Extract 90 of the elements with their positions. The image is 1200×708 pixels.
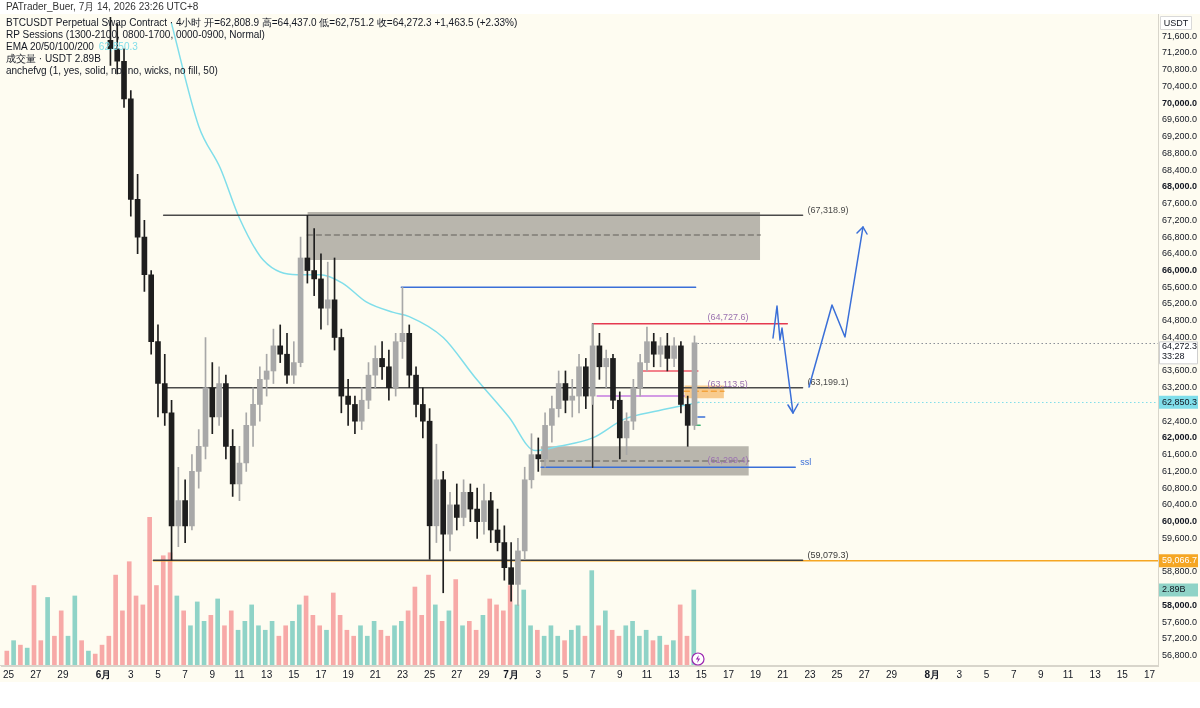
y-tick-label: 61,200.0 (1162, 465, 1198, 476)
x-tick-label: 5 (562, 668, 569, 680)
x-tick-label: 7 (182, 668, 189, 680)
x-tick-label: 9 (617, 668, 623, 680)
x-tick-label: 25 (831, 668, 844, 680)
x-tick-label: 29 (885, 668, 898, 680)
x-tick-label: 7月 (503, 668, 519, 680)
y-tick-label: 59,600.0 (1162, 532, 1198, 543)
y-tick-label: 67,600.0 (1162, 198, 1198, 209)
annotation: 成交量 · USDT 2.89B (6, 53, 102, 65)
x-tick-label: 13 (668, 668, 681, 680)
y-tick-label: 63,200.0 (1162, 382, 1198, 393)
x-tick-label: 3 (956, 668, 963, 680)
y-tick-label: 60,000.0 (1162, 516, 1198, 527)
y-tick-label: 66,400.0 (1162, 248, 1198, 259)
x-tick-label: 3 (128, 668, 135, 680)
y-tick-label: 58,000.0 (1162, 599, 1198, 610)
x-tick-label: 27 (451, 668, 463, 680)
x-tick-label: 7 (589, 668, 596, 680)
y-tick-label: 57,600.0 (1162, 616, 1198, 627)
y-tick-label: 69,200.0 (1162, 131, 1198, 142)
y-tick-label: 60,800.0 (1162, 482, 1198, 493)
x-tick-label: 25 (424, 668, 436, 680)
chart-title: PATrader_Buer, 7月 14, 2026 23:26 UTC+8 (6, 1, 199, 13)
x-tick-label: 21 (777, 668, 789, 680)
x-tick-label: 11 (641, 668, 653, 680)
y-tick-label: 70,000.0 (1162, 97, 1198, 108)
x-tick-label: 19 (342, 668, 355, 680)
x-tick-label: 15 (1116, 668, 1129, 680)
y-tick-label: 63,600.0 (1162, 365, 1198, 376)
y-tick-label: 61,600.0 (1162, 449, 1198, 460)
annotation: 64,272.3 33:28 (1162, 341, 1198, 362)
x-tick-label: 13 (261, 668, 273, 680)
x-tick-label: 15 (288, 668, 300, 680)
text: EMA 20/50/100/200 (6, 41, 94, 52)
y-tick-label: 62,400.0 (1162, 415, 1198, 426)
y-tick-label: 57,200.0 (1162, 633, 1198, 644)
x-tick-label: 7 (1010, 668, 1017, 680)
data-label: (67,318.9) (807, 204, 849, 215)
x-tick-label: 9 (1038, 668, 1045, 680)
x-tick-label: 17 (1143, 668, 1156, 680)
data-label: (59,079.3) (807, 549, 849, 560)
x-tick-label: 15 (695, 668, 708, 680)
x-tick-label: 17 (722, 668, 735, 680)
y-tick-label: 69,600.0 (1162, 114, 1198, 125)
x-tick-label: 25 (3, 668, 15, 680)
y-tick-label: 60,400.0 (1162, 499, 1198, 510)
y-tick-label: 64,800.0 (1162, 315, 1198, 326)
y-tick-label: 64,400.0 (1162, 331, 1198, 342)
y-tick-label: 65,600.0 (1162, 281, 1198, 292)
data-label: 59,066.7 (1162, 555, 1198, 566)
data-label: (64,727.6) (707, 311, 749, 322)
text: 2.89B (1162, 584, 1186, 595)
x-tick-label: 23 (804, 668, 816, 680)
y-axis-title: USDT (1163, 17, 1189, 28)
data-label: (61,299.4) (707, 455, 749, 466)
annotation: 62,850.3 (1162, 396, 1198, 407)
x-tick-label: 11 (1062, 668, 1074, 680)
y-tick-label: 66,800.0 (1162, 231, 1198, 242)
y-tick-label: 68,000.0 (1162, 181, 1198, 192)
x-tick-label: 21 (369, 668, 382, 680)
y-tick-label: 65,200.0 (1162, 298, 1198, 309)
y-tick-label: 68,400.0 (1162, 164, 1198, 175)
y-tick-label: 71,200.0 (1162, 47, 1198, 58)
x-tick-label: 3 (535, 668, 542, 680)
x-tick-label: 6月 (95, 668, 112, 680)
x-tick-label: 11 (234, 668, 246, 680)
x-tick-label: 29 (57, 668, 69, 680)
y-tick-label: 67,200.0 (1162, 214, 1198, 225)
x-tick-label: 9 (209, 668, 216, 680)
x-tick-label: 27 (30, 668, 42, 680)
x-tick-label: 29 (478, 668, 490, 680)
data-label: ssl (800, 456, 812, 467)
x-tick-label: 27 (858, 668, 871, 680)
x-tick-label: 17 (315, 668, 327, 680)
x-tick-label: 13 (1089, 668, 1102, 680)
x-tick-label: 8月 (924, 668, 940, 680)
x-tick-label: 23 (396, 668, 409, 680)
x-tick-label: 19 (750, 668, 762, 680)
y-tick-label: 68,800.0 (1162, 147, 1198, 158)
y-tick-label: 62,000.0 (1162, 432, 1198, 443)
y-tick-label: 71,600.0 (1162, 30, 1198, 41)
data-label: (63,113.5) (707, 379, 748, 390)
y-tick-label: 66,000.0 (1162, 265, 1198, 276)
x-tick-label: 5 (155, 668, 162, 680)
y-tick-label: 56,800.0 (1162, 650, 1198, 661)
x-tick-label: 5 (983, 668, 990, 680)
y-tick-label: 70,400.0 (1162, 80, 1198, 91)
y-tick-label: 58,800.0 (1162, 566, 1198, 577)
y-tick-label: 70,800.0 (1162, 64, 1198, 75)
